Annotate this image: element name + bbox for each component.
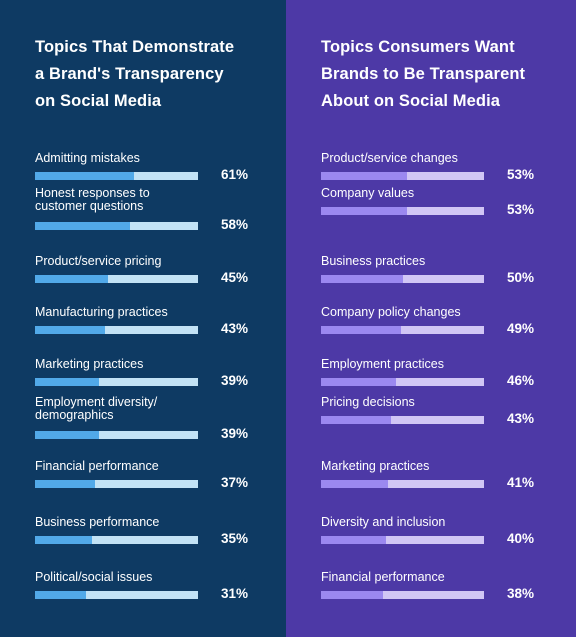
right-value-label: 41%	[506, 475, 534, 490]
left-bar-track	[35, 378, 198, 386]
left-bar-track	[35, 172, 198, 180]
left-category-label: Marketing practices	[35, 357, 144, 371]
left-value-label: 58%	[220, 217, 248, 232]
left-category-label: Business performance	[35, 515, 160, 529]
left-chart-title: Topics That Demonstrate a Brand's Transp…	[35, 38, 235, 110]
left-value-label: 31%	[220, 586, 248, 601]
right-bar-track	[321, 207, 484, 215]
right-bar-fill	[321, 326, 401, 334]
left-category-label: Financial performance	[35, 459, 159, 473]
right-category-label: Financial performance	[321, 570, 445, 584]
left-bar-track	[35, 431, 198, 439]
right-category-label: Diversity and inclusion	[321, 515, 446, 529]
right-category-label: Business practices	[321, 254, 426, 268]
right-bar-track	[321, 591, 484, 599]
right-bar-fill	[321, 172, 407, 180]
right-category-label: Company policy changes	[321, 305, 461, 319]
left-bar-fill	[35, 326, 105, 334]
left-category-label: Manufacturing practices	[35, 305, 168, 319]
left-bar-fill	[35, 431, 99, 439]
left-value-label: 35%	[220, 531, 248, 546]
left-bar-fill	[35, 480, 95, 488]
right-chart-panel: Topics Consumers Want Brands to Be Trans…	[286, 0, 576, 637]
left-category-label: Employment diversity/ demographics	[35, 395, 158, 422]
left-value-label: 39%	[220, 426, 248, 441]
right-chart-title: Topics Consumers Want Brands to Be Trans…	[321, 38, 526, 110]
left-bar-track	[35, 275, 198, 283]
right-bar-fill	[321, 536, 386, 544]
left-bar-track	[35, 591, 198, 599]
right-bar-fill	[321, 416, 391, 424]
right-bar-track	[321, 172, 484, 180]
right-bar-fill	[321, 275, 403, 283]
right-bar-fill	[321, 207, 407, 215]
left-bar-fill	[35, 378, 99, 386]
left-bar-fill	[35, 275, 108, 283]
right-value-label: 43%	[506, 411, 534, 426]
right-value-label: 38%	[506, 586, 534, 601]
right-value-label: 40%	[506, 531, 534, 546]
right-value-label: 53%	[506, 167, 534, 182]
right-category-label: Employment practices	[321, 357, 444, 371]
left-bar-fill	[35, 536, 92, 544]
right-bar-track	[321, 378, 484, 386]
left-chart-panel: Topics That Demonstrate a Brand's Transp…	[0, 0, 286, 637]
right-bar-track	[321, 275, 484, 283]
right-bar-track	[321, 480, 484, 488]
right-category-label: Marketing practices	[321, 459, 430, 473]
right-value-label: 53%	[506, 202, 534, 217]
right-category-label: Pricing decisions	[321, 395, 415, 409]
left-category-label: Admitting mistakes	[35, 151, 140, 165]
left-bar-track	[35, 326, 198, 334]
right-category-label: Company values	[321, 186, 415, 200]
left-category-label: Product/service pricing	[35, 254, 162, 268]
left-bar-track	[35, 222, 198, 230]
left-value-label: 37%	[220, 475, 248, 490]
right-category-label: Product/service changes	[321, 151, 458, 165]
left-bar-track	[35, 480, 198, 488]
right-bar-fill	[321, 591, 383, 599]
right-value-label: 50%	[506, 270, 534, 285]
right-value-label: 49%	[506, 321, 534, 336]
left-bar-fill	[35, 222, 130, 230]
right-bar-track	[321, 326, 484, 334]
left-value-label: 39%	[220, 373, 248, 388]
left-bar-fill	[35, 591, 86, 599]
left-chart-bars: Admitting mistakes 61% Honest responses to…	[0, 0, 286, 637]
left-category-label: Honest responses to customer questions	[35, 186, 150, 213]
left-bar-track	[35, 536, 198, 544]
right-value-label: 46%	[506, 373, 534, 388]
right-bar-track	[321, 536, 484, 544]
right-bar-track	[321, 416, 484, 424]
left-bar-fill	[35, 172, 134, 180]
right-bar-fill	[321, 480, 388, 488]
right-chart-bars: Product/service changes 53% Company values…	[286, 0, 576, 637]
right-bar-fill	[321, 378, 396, 386]
left-category-label: Political/social issues	[35, 570, 153, 584]
left-value-label: 43%	[220, 321, 248, 336]
left-value-label: 45%	[220, 270, 248, 285]
left-value-label: 61%	[220, 167, 248, 182]
